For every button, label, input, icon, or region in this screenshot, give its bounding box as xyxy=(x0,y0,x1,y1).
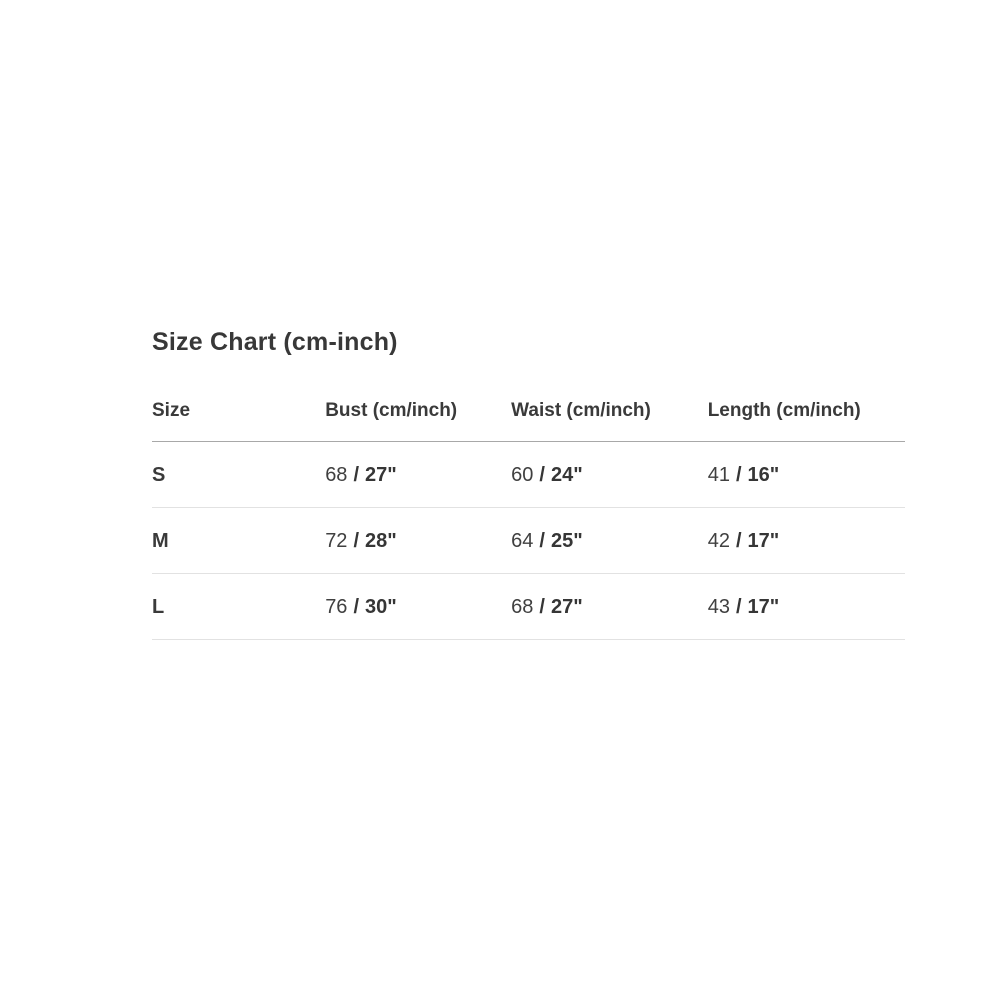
waist-inch-value: 24" xyxy=(550,464,583,486)
length-cell: 43/17" xyxy=(707,573,905,640)
waist-inch-value: 25" xyxy=(550,530,583,552)
length-cm-value: 42 xyxy=(707,530,730,552)
waist-cell: 68/27" xyxy=(511,573,708,640)
size-label: M xyxy=(152,507,326,574)
bust-cm-value: 68 xyxy=(325,464,348,486)
bust-cell: 76/ 30" xyxy=(325,573,512,640)
length-cell: 41/16" xyxy=(707,441,905,508)
column-header-length: Length (cm/inch) xyxy=(707,399,905,442)
bust-cm-value: 72 xyxy=(325,530,348,552)
size-chart-table: Size Bust (cm/inch) Waist (cm/inch) Leng… xyxy=(152,399,905,640)
bust-cell: 72/ 28" xyxy=(325,507,512,574)
value-separator: / xyxy=(735,530,742,552)
value-separator: / xyxy=(539,530,545,552)
value-separator: / xyxy=(353,530,359,552)
column-header-waist: Waist (cm/inch) xyxy=(511,399,708,442)
bust-inch-value: 28" xyxy=(365,530,397,552)
value-separator: / xyxy=(539,464,545,486)
column-header-bust: Bust (cm/inch) xyxy=(325,399,512,442)
value-separator: / xyxy=(735,596,742,618)
table-row-s: S 68/27" 60/24" 41/16" xyxy=(152,441,905,508)
bust-cell: 68/ 27" xyxy=(325,441,512,508)
table-header-row: Size Bust (cm/inch) Waist (cm/inch) Leng… xyxy=(152,399,905,442)
table-row-m: M 72/28" 64/25" 42/17" xyxy=(152,507,905,574)
value-separator: / xyxy=(353,464,359,486)
waist-cm-value: 68 xyxy=(511,596,534,618)
length-inch-value: 17" xyxy=(747,596,780,618)
length-cell: 42/17" xyxy=(707,507,905,574)
length-inch-value: 16" xyxy=(747,464,780,486)
length-cm-value: 41 xyxy=(707,464,730,486)
column-header-size: Size xyxy=(152,399,326,442)
bust-cm-value: 76 xyxy=(325,596,348,618)
bust-inch-value: 30" xyxy=(365,596,397,618)
size-chart-title: Size Chart (cm-inch) xyxy=(152,328,398,356)
table-row-l: L 76/30" 68/27" 43/17" xyxy=(152,573,905,640)
value-separator: / xyxy=(539,596,545,618)
size-label: L xyxy=(152,573,326,640)
length-cm-value: 43 xyxy=(707,596,730,618)
size-chart-section: Size Chart (cm-inch) Size Bust (cm/inch)… xyxy=(152,328,905,640)
waist-cell: 60/24" xyxy=(511,441,708,508)
waist-cm-value: 60 xyxy=(511,464,534,486)
waist-inch-value: 27" xyxy=(550,596,583,618)
value-separator: / xyxy=(353,596,359,618)
bust-inch-value: 27" xyxy=(365,464,397,486)
waist-cm-value: 64 xyxy=(511,530,534,552)
waist-cell: 64/25" xyxy=(511,507,708,574)
value-separator: / xyxy=(735,464,742,486)
length-inch-value: 17" xyxy=(747,530,780,552)
size-label: S xyxy=(152,441,326,508)
